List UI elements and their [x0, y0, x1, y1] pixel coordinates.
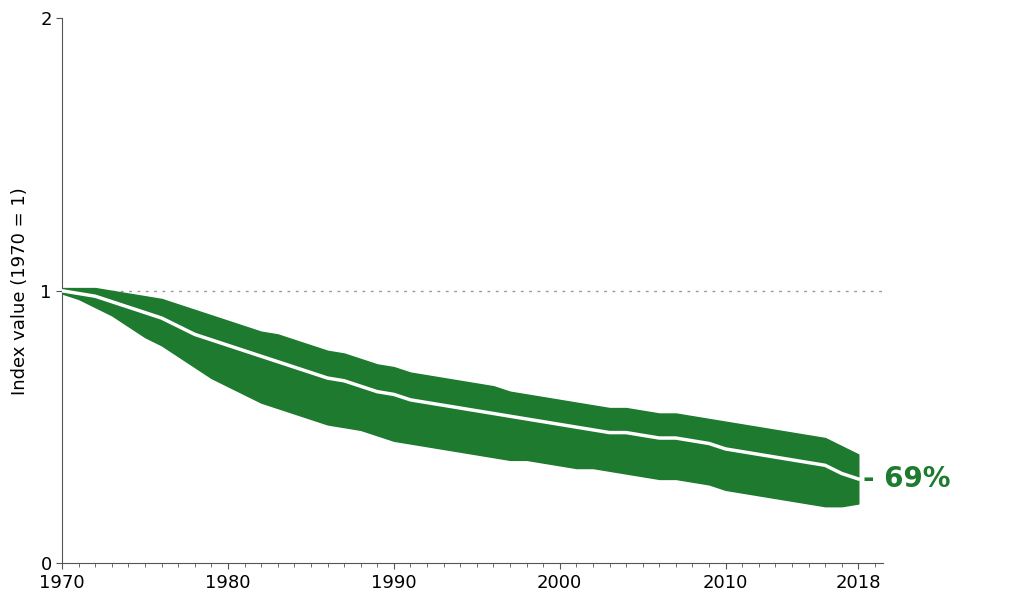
Y-axis label: Index value (1970 = 1): Index value (1970 = 1): [11, 187, 29, 395]
Text: - 69%: - 69%: [863, 465, 950, 493]
